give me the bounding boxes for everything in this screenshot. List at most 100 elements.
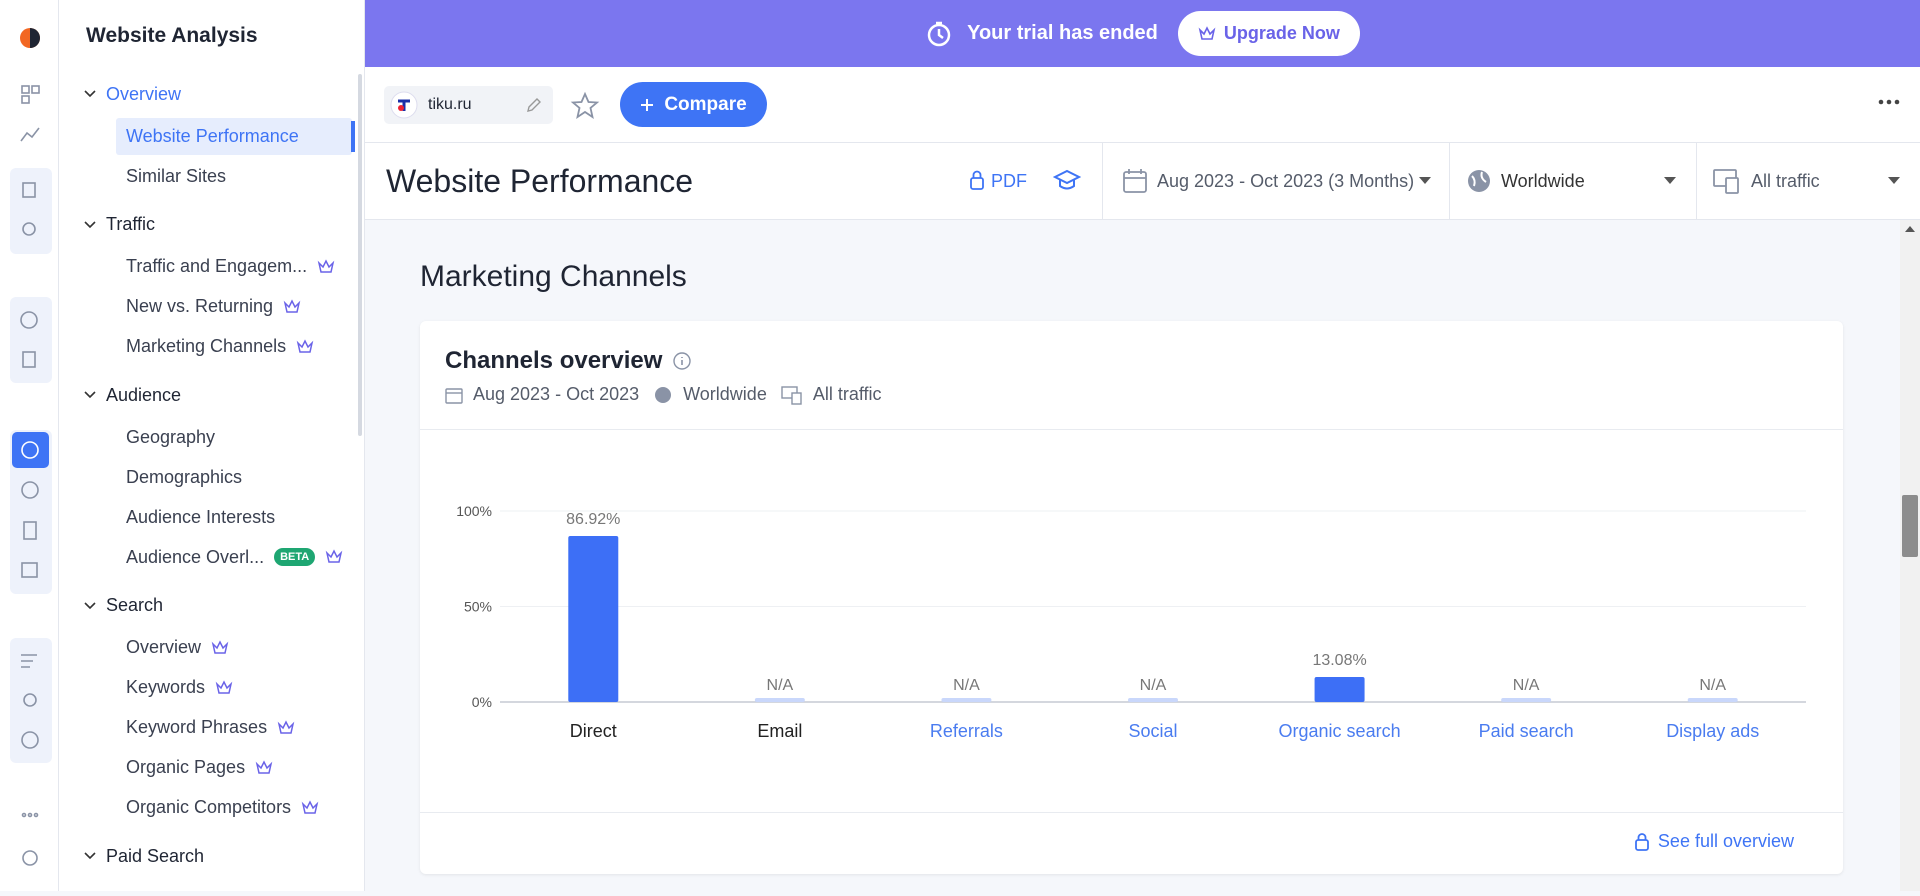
footer-link[interactable]: See full overview (1634, 831, 1794, 852)
nav-section[interactable]: Traffic (84, 212, 155, 238)
page-header: Website Performance PDF Aug 2023 - Oct 2… (365, 143, 1920, 220)
nav-item[interactable]: Organic Competitors (116, 789, 352, 826)
globe-icon (1468, 170, 1490, 192)
nav-item[interactable]: Marketing Channels (116, 328, 352, 365)
value-label: 13.08% (1312, 652, 1366, 669)
nav-item[interactable]: Organic Pages (116, 749, 352, 786)
nav-item[interactable]: Overview (116, 629, 352, 666)
scrollbar (1900, 220, 1920, 891)
divider (1102, 143, 1103, 220)
channels-card: Channels overview Aug 2023 - Oct 2023 Wo… (420, 321, 1843, 874)
lock-icon (970, 170, 984, 190)
x-tick-label: Referrals (930, 721, 1003, 741)
academy-icon[interactable] (1053, 169, 1081, 193)
nav-scrollbar (358, 74, 362, 436)
nav-item[interactable]: New vs. Returning (116, 288, 352, 325)
nav-item-label: Organic Pages (126, 757, 246, 778)
favorite-star[interactable] (570, 91, 600, 121)
section-title: Marketing Channels (420, 260, 687, 293)
caret (1419, 177, 1431, 184)
divider (420, 429, 1843, 430)
x-tick-label: Direct (570, 721, 617, 741)
pdf-button[interactable]: PDF (991, 171, 1027, 191)
nav-section[interactable]: Search (84, 593, 163, 619)
globe-icon (655, 386, 672, 403)
crown-icon (317, 259, 335, 273)
nav-section[interactable]: Audience (84, 382, 181, 408)
card-date: Aug 2023 - Oct 2023 (473, 384, 640, 404)
traffic-filter[interactable]: All traffic (1751, 171, 1820, 191)
nav-item[interactable]: Keyword Phrases (116, 709, 352, 746)
crown-icon (325, 549, 343, 564)
calendar-icon (445, 387, 463, 404)
nav-item-label: Overview (126, 637, 202, 658)
favicon (390, 91, 418, 119)
chart: 0% 50% 100% Direct 86.92% Email N/A Referrals N/… (456, 503, 1806, 741)
crown-icon (301, 800, 319, 814)
na-placeholder (754, 698, 805, 702)
nav-item[interactable]: Keywords (116, 669, 352, 706)
card-title: Channels overview (445, 347, 663, 374)
rail-icons (10, 85, 52, 866)
nav-item-label: Traffic and Engagem... (126, 256, 308, 277)
compare-label: Compare (664, 93, 747, 115)
crown-icon (255, 760, 273, 774)
crown-icon (215, 680, 233, 694)
nav-item-label: New vs. Returning (126, 296, 274, 317)
nav-item[interactable]: Demographics (116, 459, 352, 496)
country[interactable]: Worldwide (1501, 171, 1585, 191)
value-label: N/A (953, 677, 980, 694)
nav-item[interactable]: Traffic and Engagem... (116, 248, 352, 285)
edit-icon[interactable] (525, 96, 543, 114)
compare-button[interactable]: Compare (620, 82, 767, 127)
nav-section[interactable]: Overview (84, 81, 181, 107)
nav-item[interactable]: Audience Overl... BETA (116, 539, 352, 576)
nav-item[interactable]: Website Performance (116, 117, 352, 155)
logo (30, 28, 40, 48)
nav-item[interactable]: Geography (116, 419, 352, 456)
info-icon[interactable] (672, 351, 692, 371)
y-tick-label: 50% (464, 599, 492, 615)
timer-icon (927, 21, 951, 46)
na-placeholder (1501, 698, 1552, 702)
rail-icons (10, 28, 52, 866)
nav-section[interactable]: Paid Search (84, 843, 204, 869)
chevron (84, 602, 96, 609)
chevron (84, 852, 96, 860)
site-chip[interactable]: tiku.ru (384, 86, 553, 124)
upgrade-label: Upgrade Now (1223, 23, 1340, 43)
date-range[interactable]: Aug 2023 - Oct 2023 (3 Months) (1157, 171, 1415, 191)
caret (1664, 177, 1676, 184)
nav-item[interactable]: Audience Interests (116, 499, 352, 536)
nav-section-label: Traffic (106, 214, 156, 235)
device-icon (781, 385, 802, 405)
nav-item-label: Audience Interests (126, 506, 276, 527)
nav-item[interactable]: Similar Sites (116, 158, 352, 195)
value-label: N/A (1513, 677, 1540, 694)
scroll-up[interactable] (1905, 225, 1915, 233)
trial-message: Your trial has ended (967, 22, 1158, 44)
value-label: 86.92% (566, 511, 620, 528)
x-tick-label: Social (1128, 721, 1177, 741)
see-full-overview: See full overview (1657, 831, 1794, 851)
page-title: Website Performance (386, 163, 694, 199)
na-placeholder (1128, 698, 1178, 702)
y-tick-label: 0% (472, 694, 492, 710)
crown-icon (296, 339, 314, 353)
nav-item-label: Demographics (126, 466, 243, 487)
site-name: tiku.ru (428, 96, 472, 113)
divider (1696, 143, 1697, 220)
na-placeholder (941, 698, 992, 702)
nav-section-label: Audience (106, 384, 182, 405)
scroll-thumb[interactable] (1902, 495, 1918, 557)
card-traffic: All traffic (812, 384, 882, 404)
plus-icon (641, 98, 654, 111)
more-menu[interactable] (1877, 97, 1901, 107)
nav-panel: Website Analysis Overview Website Perform… (59, 0, 365, 891)
upgrade-button[interactable]: Upgrade Now (1177, 11, 1360, 56)
caret (1888, 177, 1900, 184)
value-label: N/A (1699, 677, 1726, 694)
nav-item-label: Website Performance (126, 125, 299, 146)
card-country: Worldwide (683, 384, 767, 404)
x-tick-label: Organic search (1279, 721, 1401, 741)
